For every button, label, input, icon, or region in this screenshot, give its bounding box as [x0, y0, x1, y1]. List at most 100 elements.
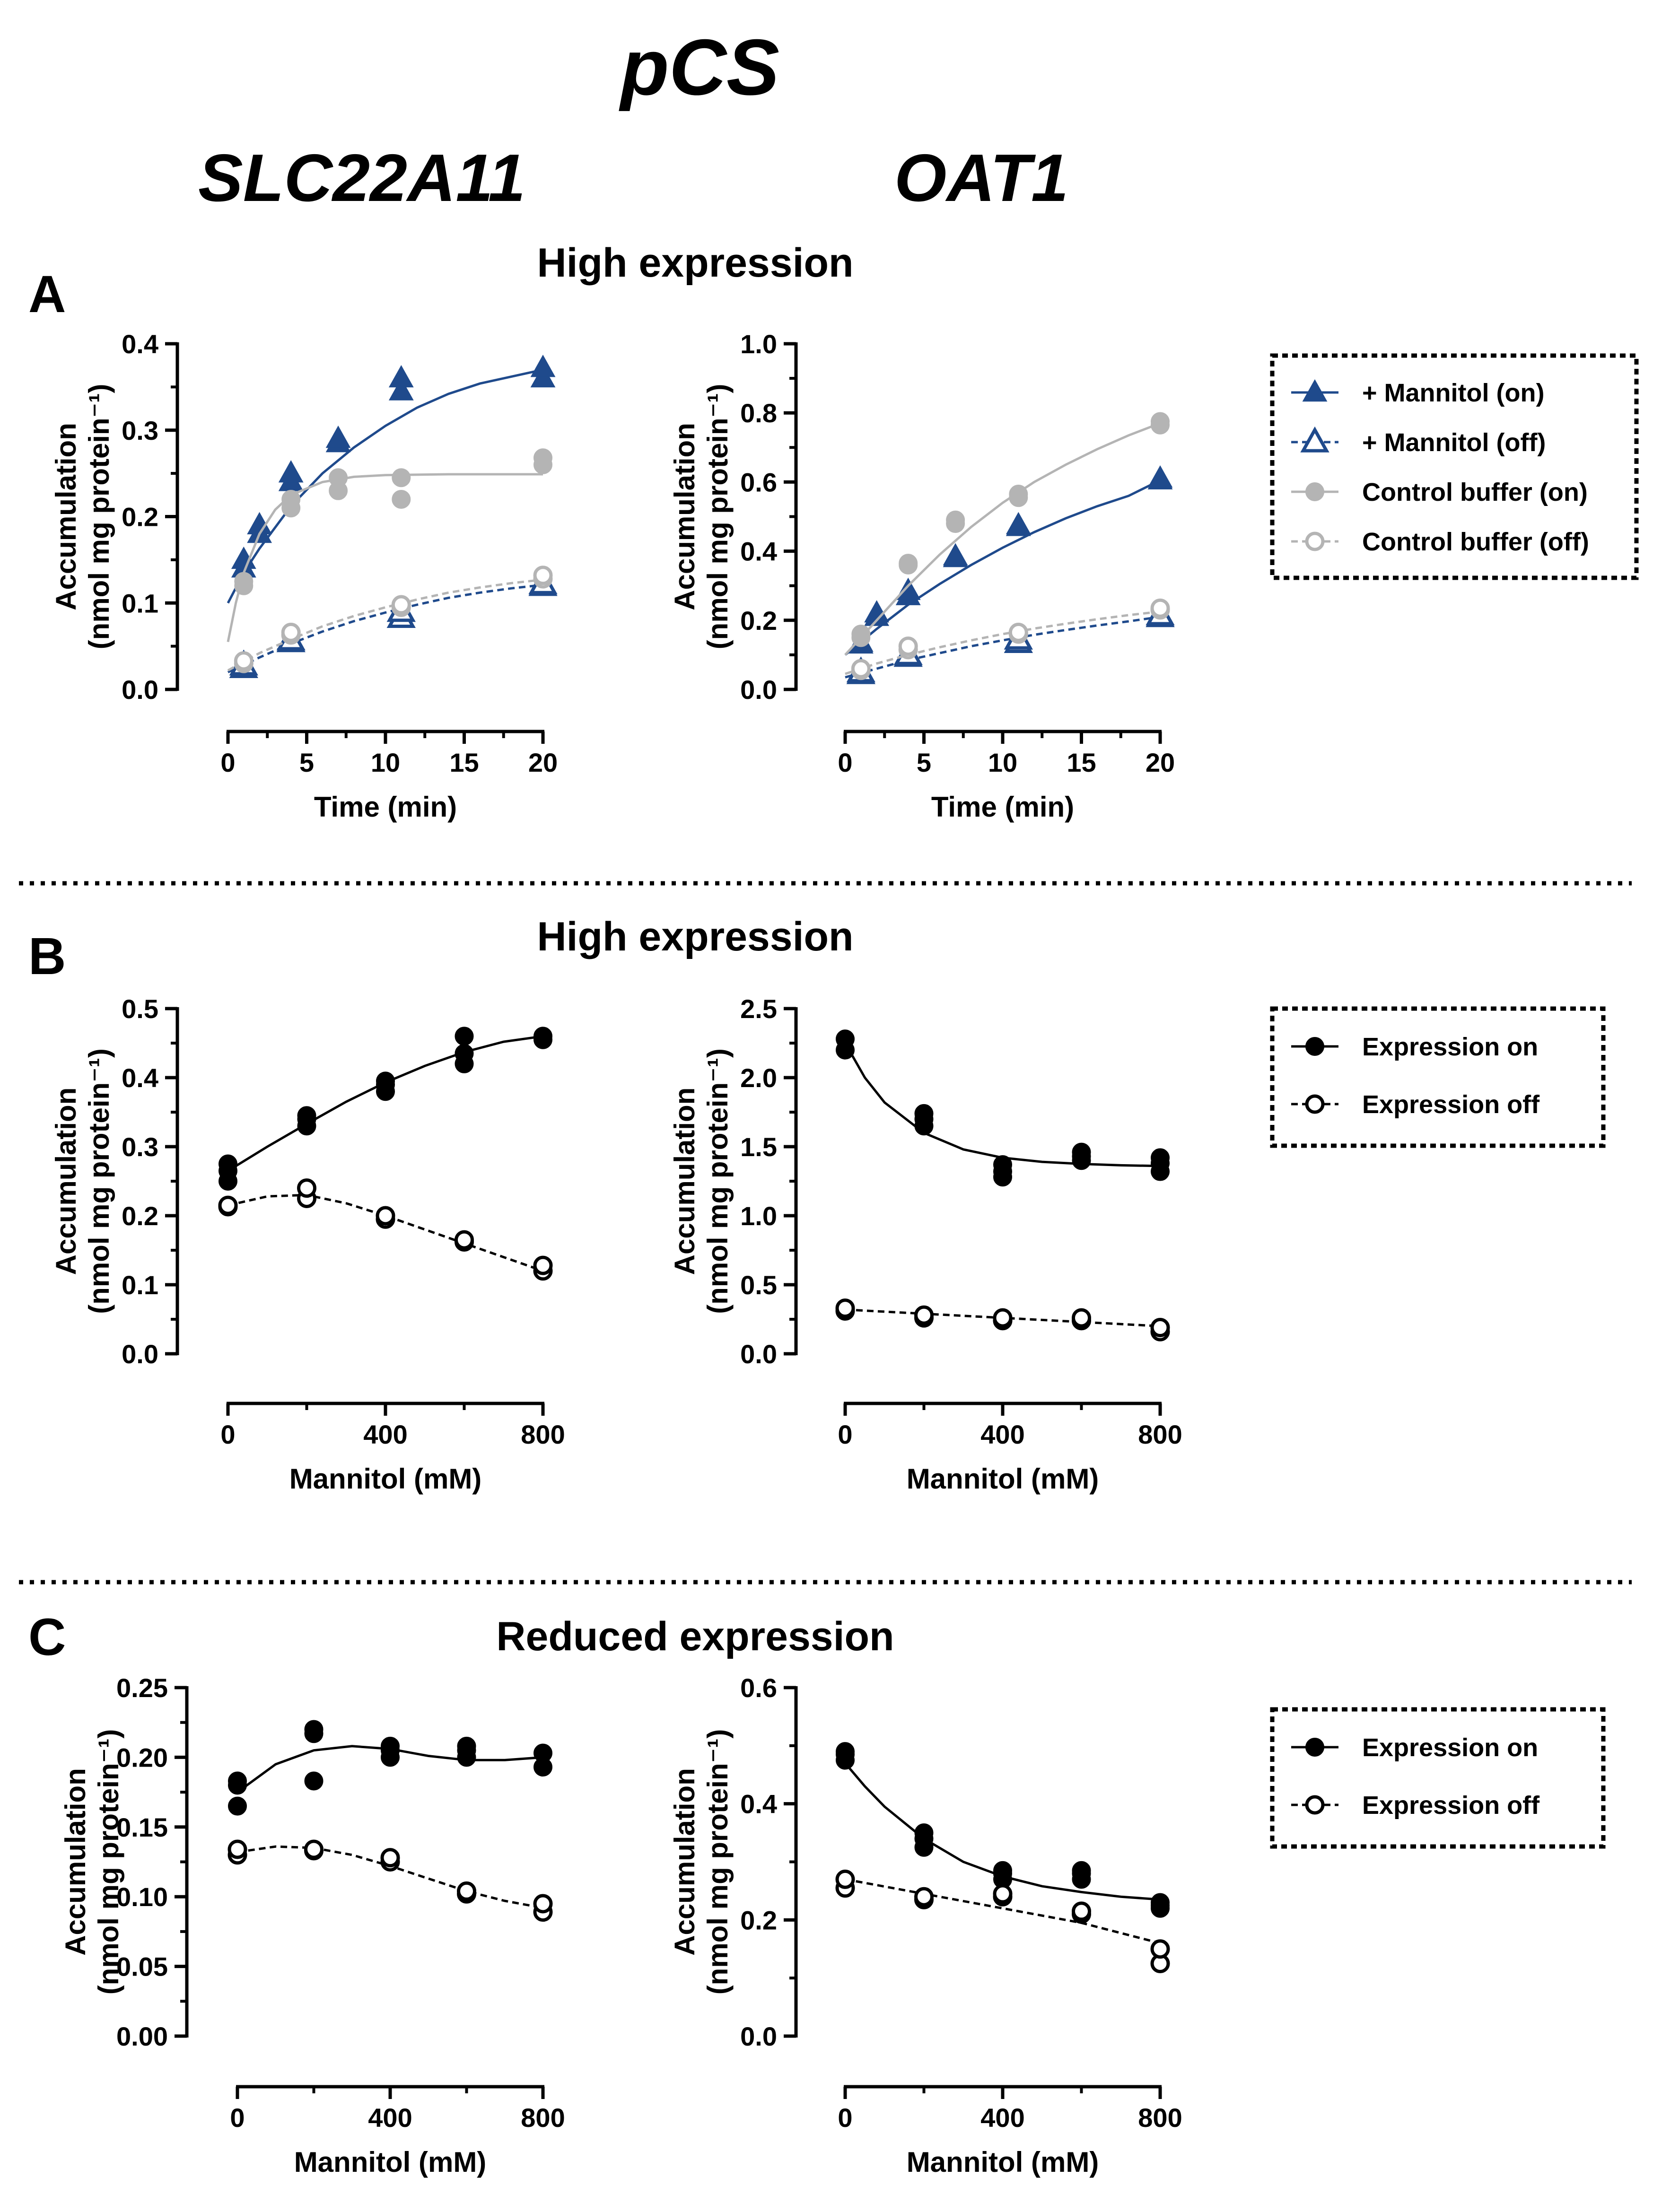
x-axis-label: Mannitol (mM): [294, 2146, 487, 2178]
series-expression-on-point-13: [534, 1743, 552, 1763]
y-tick-label: 0.0: [740, 675, 777, 705]
legend-marker-point-3: [1305, 531, 1325, 551]
series-expression-on-point-13: [534, 1027, 552, 1046]
series-control-buffer-on-point-7: [392, 468, 411, 488]
legend-label: Control buffer (off): [1362, 528, 1589, 556]
series-control-buffer-off-fit-line: [845, 610, 1161, 675]
x-tick-label: 5: [299, 748, 314, 777]
y-tick-label: 0.3: [122, 1132, 158, 1162]
legend-marker-point-1: [1300, 426, 1329, 453]
y-tick-label: 2.5: [740, 994, 777, 1024]
series-control-buffer-on-fit-line: [227, 473, 543, 642]
panel-letter-c: C: [28, 1608, 66, 1666]
series-control-buffer-on-point-9: [1151, 412, 1170, 431]
legend-marker-point-0: [1305, 1738, 1324, 1757]
x-tick-label: 0: [230, 2103, 245, 2133]
y-tick-label: 0.2: [740, 1905, 777, 1935]
series-expression-on-point-8: [381, 1736, 400, 1756]
y-axis-label: Accumulation: [50, 423, 82, 610]
series-control-buffer-off-point-7: [533, 566, 553, 585]
y-tick-label: 0.2: [122, 1201, 158, 1231]
series-control-buffer-on-point-3: [281, 489, 301, 509]
series-expression-off-fit-line: [845, 1878, 1161, 1944]
y-tick-label: 0.4: [740, 1789, 777, 1819]
series-mannitol-on-point-9: [1006, 512, 1031, 534]
x-axis-label: Mannitol (mM): [907, 2146, 1099, 2178]
y-axis-unit-label: (nmol mg protein⁻¹): [83, 1048, 115, 1314]
series-control-buffer-on-point-3: [899, 554, 918, 573]
series-expression-on-point-0: [228, 1796, 247, 1816]
panel-heading-b: High expression: [537, 914, 853, 959]
legend-label: Control buffer (on): [1362, 478, 1588, 506]
y-tick-label: 0.15: [116, 1812, 168, 1842]
series-expression-off-point-3: [304, 1839, 324, 1859]
series-expression-off-point-1: [218, 1195, 238, 1215]
series-mannitol-on-point-8: [388, 378, 414, 401]
series-expression-off-point-9: [1150, 1939, 1170, 1959]
y-tick-label: 1.5: [740, 1132, 777, 1162]
y-axis-unit-label: (nmol mg protein⁻¹): [702, 384, 734, 650]
series-mannitol-on-point-7: [943, 543, 968, 566]
series-control-buffer-on-point-7: [1009, 484, 1028, 504]
series-expression-on-fit-line: [844, 1042, 1161, 1167]
series-mannitol-on-point-9: [388, 365, 414, 388]
series-expression-on-point-10: [1072, 1142, 1091, 1162]
y-axis-unit-label: (nmol mg protein⁻¹): [702, 1729, 734, 1995]
legend-a: + Mannitol (on) + Mannitol (off) Control b…: [1270, 353, 1639, 580]
series-control-buffer-off-point-5: [1008, 622, 1028, 642]
x-tick-label: 800: [1138, 2103, 1182, 2133]
legend-marker-point-1: [1305, 1795, 1325, 1815]
series-control-buffer-off-point-1: [851, 659, 871, 679]
legend-c: Expression on Expression off: [1270, 1707, 1606, 1849]
legend-frame: [1270, 353, 1639, 580]
y-tick-label: 0.4: [122, 329, 158, 359]
x-axis-label: Time (min): [931, 791, 1074, 823]
series-control-buffer-off-fit-line: [227, 578, 543, 671]
series-control-buffer-off-point-3: [898, 636, 918, 656]
series-expression-off-point-7: [1072, 1308, 1091, 1328]
series-expression-off-fit-line: [227, 1193, 543, 1272]
series-expression-off-point-7: [1072, 1901, 1091, 1921]
series-expression-on-point-13: [1151, 1148, 1170, 1167]
x-tick-label: 800: [1138, 1420, 1182, 1449]
series-expression-on-fit-line: [844, 1762, 1161, 1901]
series-expression-off-point-9: [1150, 1318, 1170, 1338]
x-tick-label: 10: [988, 748, 1017, 777]
x-tick-label: 400: [368, 2103, 412, 2133]
panel-letter-a: A: [28, 265, 66, 323]
legend-label: Expression off: [1362, 1791, 1540, 1820]
x-tick-label: 5: [917, 748, 931, 777]
series-mannitol-on-fit-line: [227, 368, 543, 604]
y-tick-label: 1.0: [740, 329, 777, 359]
y-tick-label: 0.2: [122, 502, 158, 532]
series-mannitol-on-point-11: [1147, 465, 1173, 488]
chart-a-oat1: 0.0 0.2 0.4 0.6 0.8 1.0 0 5 10 15 20 Time (min) Accu…: [669, 329, 1175, 823]
series-expression-on-point-5: [297, 1106, 316, 1125]
y-tick-label: 0.4: [122, 1063, 158, 1093]
x-tick-label: 15: [449, 748, 479, 777]
series-control-buffer-on-point-1: [234, 572, 254, 591]
x-tick-label: 0: [838, 748, 852, 777]
x-tick-label: 20: [1146, 748, 1175, 777]
y-tick-label: 0.00: [116, 2021, 168, 2051]
y-tick-label: 0.10: [116, 1882, 168, 1912]
series-expression-on-point-14: [1151, 1893, 1170, 1912]
series-expression-on-point-2: [836, 1742, 855, 1761]
legend-marker-point-1: [1305, 1094, 1325, 1114]
legend-marker-point-0: [1305, 1037, 1324, 1056]
y-tick-label: 0.6: [740, 1673, 777, 1703]
y-axis-label: Accumulation: [669, 423, 700, 610]
x-tick-label: 400: [980, 1420, 1024, 1449]
series-expression-off-point-3: [914, 1887, 934, 1907]
series-expression-off-point-3: [297, 1178, 316, 1198]
y-tick-label: 0.4: [740, 537, 777, 566]
series-expression-off-point-5: [380, 1848, 400, 1868]
x-tick-label: 800: [521, 2103, 565, 2133]
x-tick-label: 0: [220, 1420, 235, 1449]
panel-letter-b: B: [28, 927, 66, 985]
legend-label: Expression on: [1362, 1033, 1538, 1061]
series-control-buffer-off-point-3: [281, 622, 301, 642]
x-axis-label: Mannitol (mM): [289, 1463, 482, 1495]
y-axis-unit-label: (nmol mg protein⁻¹): [83, 384, 115, 650]
